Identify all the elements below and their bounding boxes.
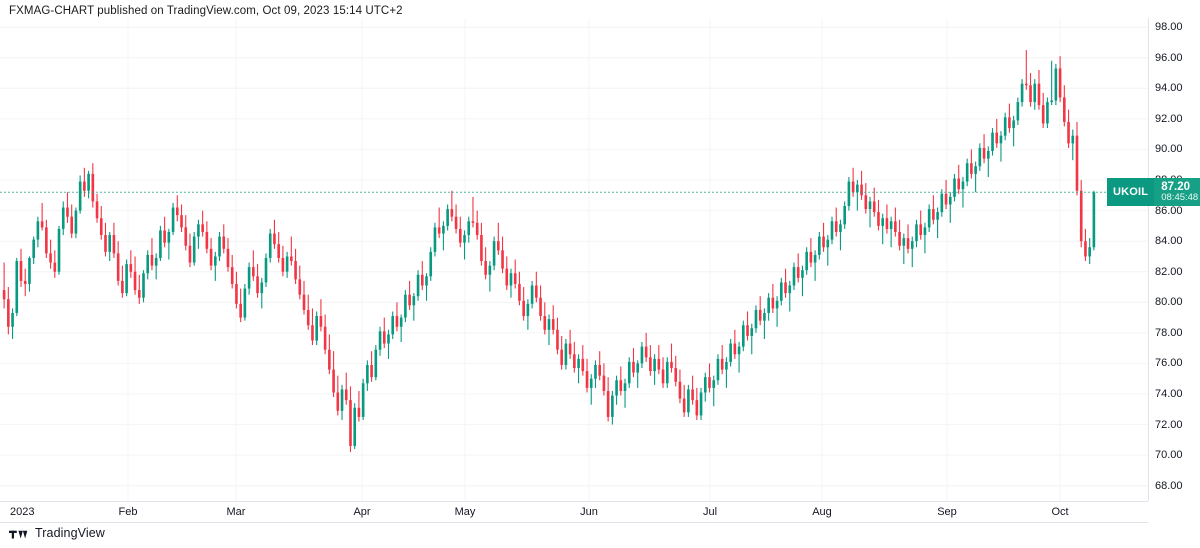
publish-watermark: FXMAG-CHART published on TradingView.com… bbox=[9, 5, 403, 17]
price-tick-label: 86.00 bbox=[1155, 204, 1183, 217]
candlestick-series-canvas[interactable] bbox=[0, 18, 1148, 501]
price-tick-label: 70.00 bbox=[1155, 449, 1183, 462]
last-price-badge[interactable]: UKOIL 87.20 08:45:48 bbox=[1107, 178, 1200, 207]
price-tick-label: 94.00 bbox=[1155, 82, 1183, 95]
last-price-countdown: 08:45:48 bbox=[1161, 192, 1199, 204]
tradingview-wordmark: TradingView bbox=[35, 526, 105, 540]
last-price-symbol: UKOIL bbox=[1107, 178, 1155, 207]
time-scale[interactable]: 2023 Feb Mar Apr May Jun Jul Aug Sep Oct bbox=[0, 501, 1148, 523]
time-tick-label: Sep bbox=[937, 506, 957, 518]
time-tick-label: Oct bbox=[1051, 506, 1069, 518]
time-tick-label: Jun bbox=[580, 506, 598, 518]
tradingview-logo-icon bbox=[9, 530, 28, 538]
candlestick-svg bbox=[0, 18, 1148, 501]
price-tick-label: 72.00 bbox=[1155, 418, 1183, 431]
time-tick-label: Mar bbox=[226, 506, 246, 518]
price-tick-label: 74.00 bbox=[1155, 388, 1183, 400]
price-tick-label: 80.00 bbox=[1155, 296, 1183, 309]
price-tick-label: 82.00 bbox=[1155, 265, 1183, 278]
time-tick-label: Aug bbox=[812, 506, 832, 518]
chart-plot-area[interactable] bbox=[0, 18, 1148, 501]
price-scale[interactable]: 98.0096.0094.0092.0090.0088.0086.0084.00… bbox=[1107, 18, 1200, 501]
time-tick-label: May bbox=[454, 506, 476, 518]
time-tick-label: 2023 bbox=[10, 506, 35, 518]
price-tick-label: 96.00 bbox=[1155, 51, 1183, 64]
last-price-value: 87.20 bbox=[1161, 181, 1191, 194]
tradingview-branding: TradingView bbox=[9, 526, 105, 540]
price-tick-label: 98.00 bbox=[1155, 21, 1183, 34]
price-tick-label: 84.00 bbox=[1155, 235, 1183, 248]
last-price-value-group: 87.20 08:45:48 bbox=[1154, 178, 1200, 207]
time-tick-label: Jul bbox=[702, 506, 718, 518]
time-tick-label: Feb bbox=[118, 506, 138, 518]
price-tick-label: 76.00 bbox=[1155, 357, 1183, 370]
price-tick-label: 78.00 bbox=[1155, 326, 1183, 339]
price-tick-label: 90.00 bbox=[1155, 143, 1183, 156]
price-tick-label: 92.00 bbox=[1155, 112, 1183, 125]
price-tick-label: 68.00 bbox=[1155, 479, 1183, 492]
time-tick-label: Apr bbox=[353, 506, 371, 518]
